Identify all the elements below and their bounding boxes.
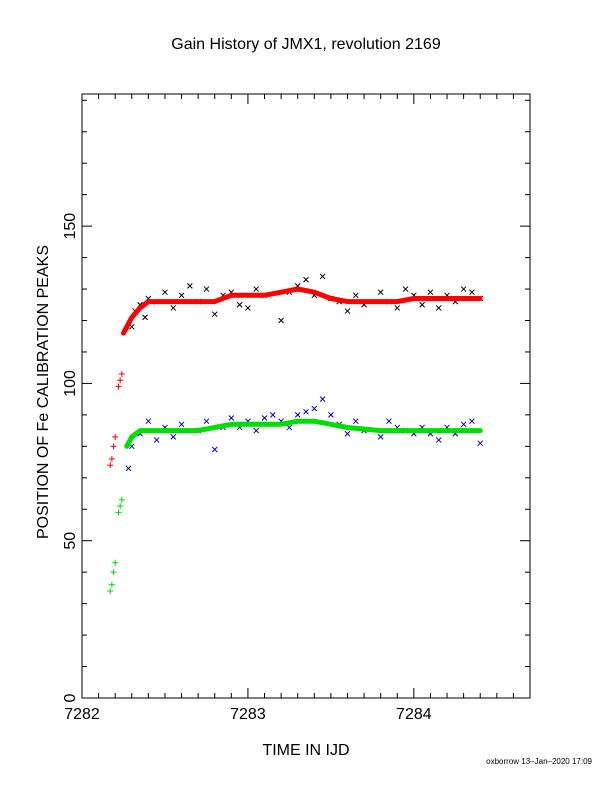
data-point (344, 308, 351, 314)
data-point (328, 412, 334, 418)
axis-tick-labels: 0 50 100 150 7282 7283 7284 (62, 213, 432, 723)
data-point (377, 434, 384, 440)
data-point (386, 418, 392, 425)
x-axis-label: TIME IN IJD (262, 742, 349, 759)
data-point (435, 305, 442, 311)
data-point (294, 412, 301, 418)
x-tick-label: 7283 (230, 706, 266, 723)
data-point (269, 412, 276, 418)
data-point (110, 569, 117, 576)
data-point (477, 440, 484, 447)
y-tick-label: 100 (62, 370, 79, 397)
data-point (427, 289, 434, 296)
data-point (108, 581, 115, 588)
data-point (311, 405, 318, 412)
data-point (145, 418, 152, 425)
data-point (112, 433, 119, 440)
data-point (118, 496, 125, 503)
data-point (178, 292, 185, 299)
y-axis-label: POSITION OF Fe CALIBRATION PEAKS (35, 245, 52, 539)
data-point (419, 301, 426, 308)
x-tick-label: 7282 (64, 706, 100, 723)
data-marks (107, 273, 484, 595)
data-point (125, 465, 132, 472)
data-point (460, 286, 467, 292)
data-point (211, 446, 218, 453)
data-point (352, 418, 359, 425)
data-point (107, 588, 114, 595)
y-tick-label: 150 (62, 213, 79, 240)
data-point (211, 311, 218, 318)
data-point (245, 305, 251, 311)
data-point (469, 418, 475, 425)
axis-ticks (81, 94, 531, 699)
data-point (112, 559, 119, 566)
data-point (115, 509, 122, 516)
data-point (228, 415, 235, 421)
data-point (110, 443, 117, 450)
plot-frame (81, 93, 531, 699)
fit-line-4 (124, 418, 483, 449)
data-point (394, 305, 401, 311)
data-point (117, 503, 124, 510)
data-point (170, 305, 177, 311)
data-point (319, 273, 326, 280)
data-point (377, 289, 384, 296)
data-point (236, 301, 243, 308)
data-point (402, 286, 409, 292)
fit-line-1 (121, 286, 483, 336)
data-point (178, 421, 185, 428)
data-point (203, 418, 210, 425)
data-point (286, 424, 293, 431)
chart-title: Gain History of JMX1, revolution 2169 (171, 36, 441, 53)
footer-credit: oxborrow 13–Jan–2020 17:09 (486, 757, 592, 766)
data-point (261, 415, 268, 421)
data-point (253, 427, 260, 434)
data-point (344, 430, 351, 437)
data-point (352, 292, 359, 299)
data-point (319, 396, 326, 402)
data-point (435, 437, 442, 443)
data-point (117, 377, 124, 384)
data-point (460, 421, 467, 428)
data-point (303, 276, 309, 283)
data-point (115, 383, 122, 390)
y-tick-label: 50 (62, 532, 79, 550)
data-point (186, 283, 193, 289)
data-point (278, 317, 284, 324)
x-tick-label: 7284 (396, 706, 432, 723)
data-point (142, 314, 148, 321)
data-point (118, 370, 125, 377)
data-point (107, 462, 114, 469)
data-point (253, 286, 260, 292)
data-point (303, 408, 309, 415)
data-point (170, 434, 177, 440)
data-point (153, 437, 160, 443)
y-tick-label: 0 (62, 693, 79, 702)
data-point (162, 289, 168, 296)
data-point (108, 455, 115, 462)
data-point (469, 289, 475, 296)
data-point (203, 286, 210, 292)
